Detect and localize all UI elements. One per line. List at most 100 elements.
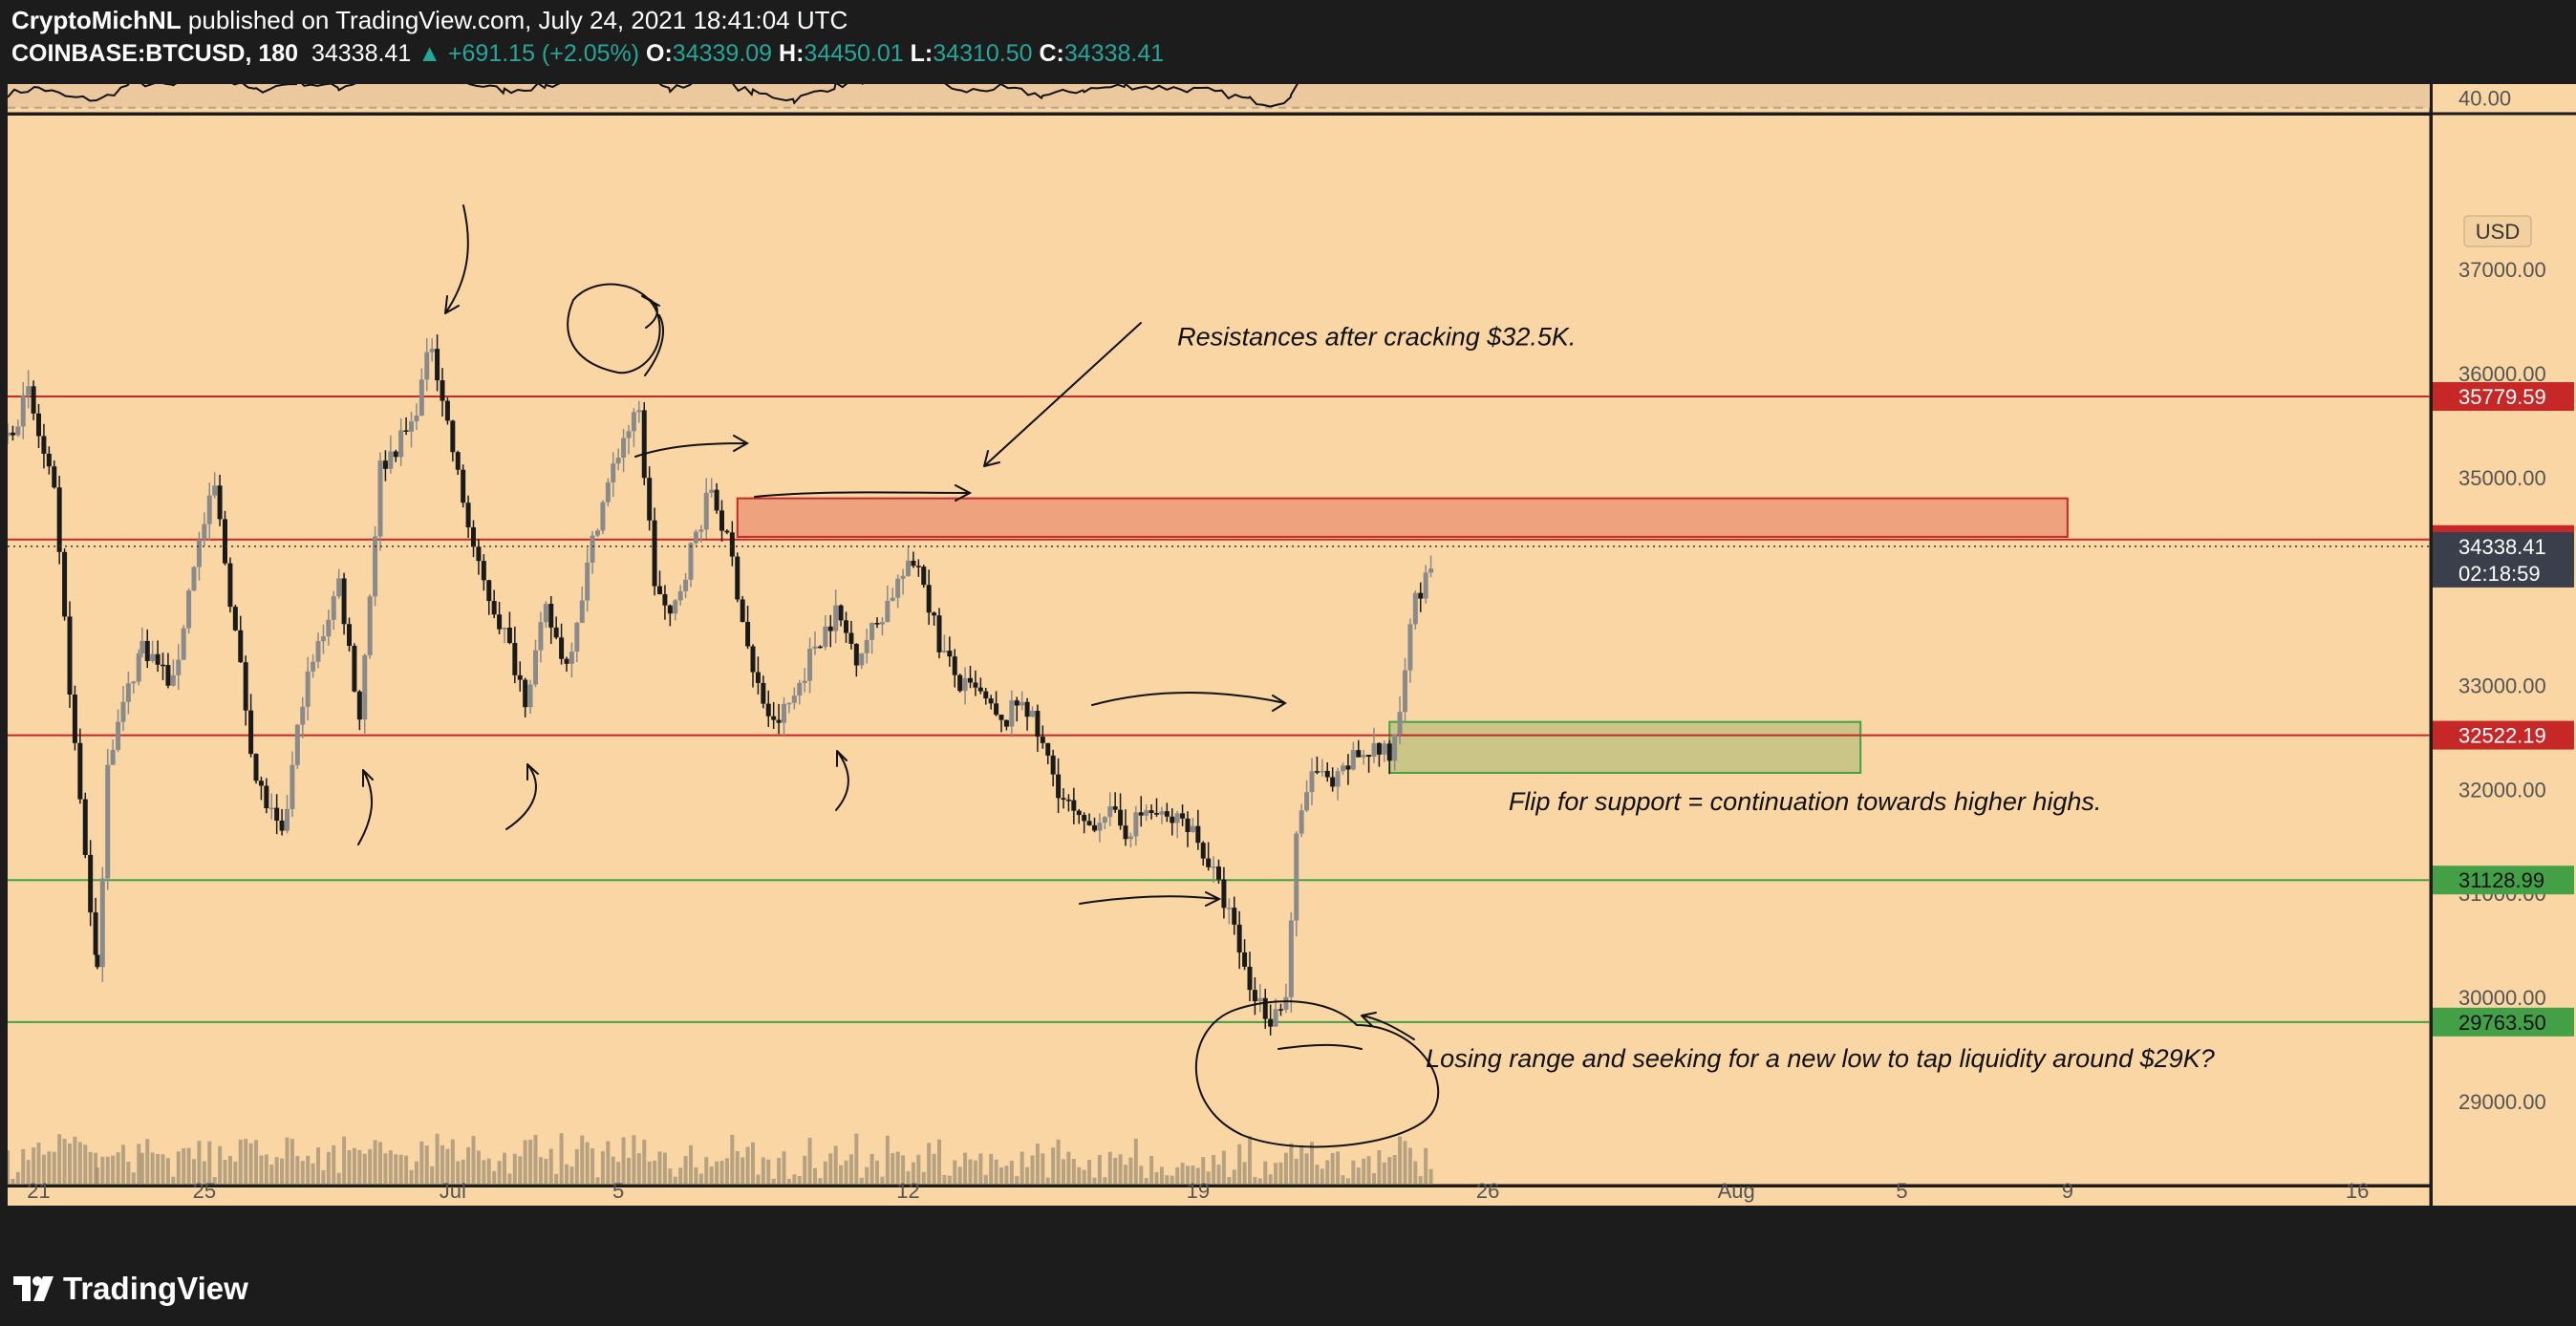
high-label: H: [779, 40, 805, 67]
volume-bar [600, 1151, 605, 1185]
annotation-arrow [357, 769, 374, 845]
volume-bar [1274, 1163, 1278, 1185]
candle-body [750, 646, 756, 673]
volume-bar [131, 1172, 136, 1185]
volume-bar [1041, 1153, 1045, 1185]
volume-bar [1398, 1136, 1403, 1185]
annotation-arrow [444, 204, 469, 314]
volume-bar [1077, 1166, 1082, 1185]
volume-bar [756, 1174, 761, 1185]
volume-bar [274, 1157, 279, 1185]
volume-bar [828, 1153, 833, 1185]
volume-bar [803, 1155, 807, 1185]
symbol-label[interactable]: COINBASE:BTCUSD, 180 [11, 40, 299, 67]
volume-bar [916, 1154, 921, 1185]
volume-bar [398, 1154, 403, 1185]
volume-bar [668, 1168, 673, 1185]
candle-body [1061, 798, 1066, 800]
volume-bar [741, 1157, 745, 1185]
tradingview-logo[interactable]: TradingView [11, 1267, 248, 1311]
candle-body [1412, 592, 1418, 625]
candle-body [585, 562, 590, 601]
candle-body [683, 579, 689, 591]
candle-body [347, 624, 352, 647]
volume-bar [1315, 1165, 1320, 1185]
volume-bar [636, 1153, 641, 1185]
candle-body [512, 643, 518, 675]
candle-body [223, 519, 227, 564]
volume-bars [8, 1133, 1433, 1185]
candle-body [1320, 770, 1325, 773]
volume-bar [1263, 1161, 1268, 1185]
volume-bar [1283, 1152, 1288, 1185]
candle-body [600, 502, 606, 531]
candle-body [1200, 843, 1206, 859]
last-price-label: 34338.41 [2458, 535, 2546, 559]
candle-body [414, 415, 419, 422]
volume-bar [653, 1160, 657, 1185]
candle-body [202, 524, 207, 540]
x-tick-label: 12 [896, 1179, 919, 1203]
candle-body [341, 578, 347, 625]
candle-body [714, 489, 719, 511]
candle-body [481, 561, 486, 581]
volume-bar [1159, 1166, 1164, 1185]
volume-bar [404, 1155, 409, 1185]
candle-body [677, 590, 683, 601]
candle-body [403, 430, 409, 432]
candle-body [926, 585, 932, 613]
volume-bar [942, 1175, 947, 1185]
candle-body [1123, 825, 1128, 840]
candle-body [15, 426, 21, 436]
candle-body [611, 463, 616, 482]
candle-body [20, 395, 26, 427]
volume-bar [1165, 1175, 1170, 1185]
volume-bar [73, 1136, 77, 1185]
volume-bar [280, 1158, 285, 1185]
annotation-arrow [1277, 1043, 1363, 1050]
volume-bar [869, 1153, 874, 1185]
volume-bar [1092, 1177, 1097, 1185]
candle-body [356, 691, 362, 720]
volume-bar [1103, 1177, 1107, 1185]
volume-bar [357, 1149, 362, 1185]
volume-bar [807, 1137, 812, 1185]
volume-bar [192, 1159, 196, 1185]
candle-body [885, 600, 891, 623]
volume-bar [978, 1153, 983, 1185]
candle-body [1040, 737, 1045, 743]
level-price-label: 29763.50 [2458, 1011, 2546, 1035]
volume-bar [57, 1134, 62, 1185]
candle-body [373, 536, 378, 597]
candle-body [248, 710, 254, 755]
volume-bar [518, 1156, 523, 1185]
candle-body [1226, 908, 1232, 909]
candle-body [911, 560, 916, 567]
annotation-arrow [634, 435, 750, 458]
candle-body [285, 808, 290, 831]
volume-bar [698, 1173, 703, 1185]
candle-body [1294, 833, 1299, 921]
candle-body [31, 386, 36, 414]
author-name[interactable]: CryptoMichNL [11, 6, 182, 34]
candle-body [1262, 997, 1268, 1019]
candle-body [1009, 700, 1015, 727]
volume-bar [859, 1177, 864, 1185]
volume-bar [290, 1139, 294, 1185]
annotation-circle [1194, 1000, 1440, 1148]
candle-body [1050, 755, 1056, 775]
candle-body [435, 349, 440, 381]
volume-bar [911, 1162, 915, 1185]
volume-bar [848, 1154, 853, 1185]
candle-body [409, 421, 414, 432]
candle-body [367, 596, 373, 655]
volume-bar [88, 1151, 93, 1185]
candle-body [1216, 866, 1221, 880]
y-tick-label: 33000.00 [2458, 674, 2546, 698]
volume-bar [632, 1135, 636, 1185]
volume-bar [295, 1156, 300, 1185]
candle-body [709, 489, 715, 493]
candle-body [1045, 742, 1051, 756]
volume-bar [373, 1140, 377, 1185]
